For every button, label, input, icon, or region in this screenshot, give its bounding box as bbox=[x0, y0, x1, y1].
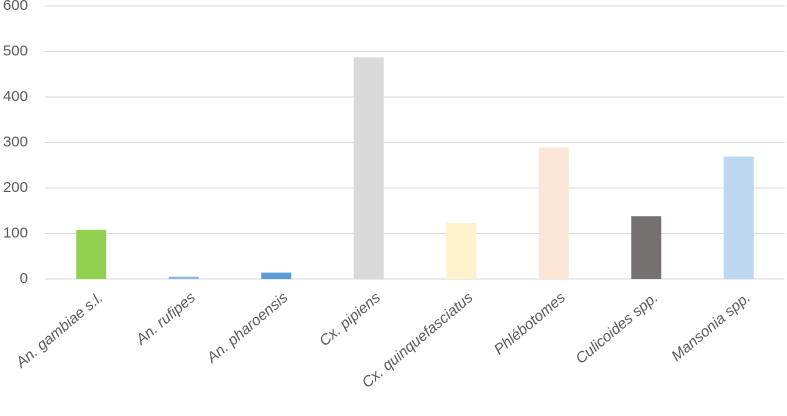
x-tick-label: An. pharoensis bbox=[203, 289, 292, 367]
x-tick-label: An. gambiae s.l. bbox=[12, 289, 106, 372]
y-tick-label: 600 bbox=[3, 0, 28, 14]
bar bbox=[723, 156, 754, 279]
y-tick-label: 300 bbox=[3, 133, 28, 150]
bar bbox=[631, 216, 662, 279]
y-tick-label: 200 bbox=[3, 179, 28, 196]
y-tick-label: 500 bbox=[3, 42, 28, 59]
bar bbox=[446, 223, 477, 279]
bar bbox=[353, 57, 384, 279]
y-tick-label: 400 bbox=[3, 88, 28, 105]
y-tick-label: 0 bbox=[20, 270, 28, 287]
x-tick-label: An. rufipes bbox=[132, 289, 199, 349]
bar bbox=[168, 276, 199, 279]
x-tick-label: Cx. pipiens bbox=[316, 289, 384, 350]
x-tick-label: Culicoides spp. bbox=[573, 289, 662, 367]
y-tick-label: 100 bbox=[3, 224, 28, 241]
x-tick-label: Mansonia spp. bbox=[668, 289, 754, 365]
x-tick-label: Phlébotomes bbox=[491, 289, 569, 359]
bar bbox=[538, 147, 569, 279]
bar bbox=[76, 229, 107, 279]
bar bbox=[261, 272, 292, 279]
